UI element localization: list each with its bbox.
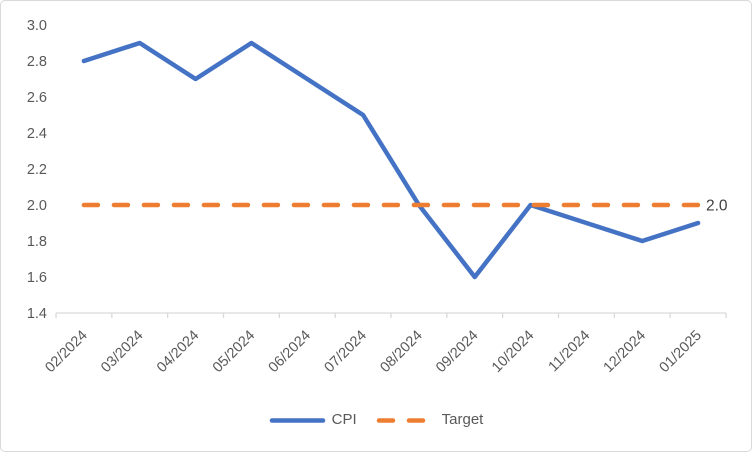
x-axis-tick-label[interactable]: 09/2024: [433, 328, 481, 376]
y-axis-tick-label[interactable]: 2.8: [27, 54, 47, 70]
x-axis-tick-label[interactable]: 11/2024: [546, 328, 594, 376]
chart-legend: CPI Target: [0, 407, 752, 433]
target-value-label: 2.0: [706, 198, 728, 215]
y-axis-tick-label[interactable]: 2.2: [27, 162, 47, 178]
y-axis-tick-label[interactable]: 2.0: [27, 198, 47, 214]
target-legend-dash-icon: [376, 417, 436, 423]
legend-item-cpi[interactable]: CPI: [269, 412, 357, 429]
x-axis-tick-label[interactable]: 01/2025: [657, 328, 705, 376]
legend-item-target[interactable]: Target: [376, 410, 484, 429]
y-axis-tick-label[interactable]: 2.6: [27, 90, 47, 106]
x-axis-tick-label[interactable]: 12/2024: [601, 328, 649, 376]
y-axis-tick-label[interactable]: 1.4: [27, 306, 47, 322]
legend-label-target: Target: [441, 410, 484, 428]
y-axis-tick-label[interactable]: 1.8: [27, 234, 47, 250]
y-axis-tick-label[interactable]: 1.6: [27, 270, 47, 286]
legend-label-cpi: CPI: [331, 410, 357, 428]
x-axis-tick-label[interactable]: 04/2024: [154, 328, 202, 376]
x-axis-tick-label[interactable]: 07/2024: [322, 328, 370, 376]
x-axis-tick-label[interactable]: 10/2024: [489, 328, 537, 376]
cpi-series-line[interactable]: [81, 40, 701, 280]
x-axis-tick-label[interactable]: 02/2024: [42, 328, 90, 376]
x-axis-tick-label[interactable]: 05/2024: [210, 328, 258, 376]
y-axis-tick-label[interactable]: 2.4: [27, 126, 47, 142]
x-axis-tick-label[interactable]: 08/2024: [377, 328, 425, 376]
x-axis-tick-label[interactable]: 06/2024: [266, 328, 314, 376]
x-axis-tick-label[interactable]: 03/2024: [98, 328, 146, 376]
cpi-legend-line-icon: [269, 417, 325, 423]
y-axis-tick-label[interactable]: 3.0: [27, 18, 47, 34]
